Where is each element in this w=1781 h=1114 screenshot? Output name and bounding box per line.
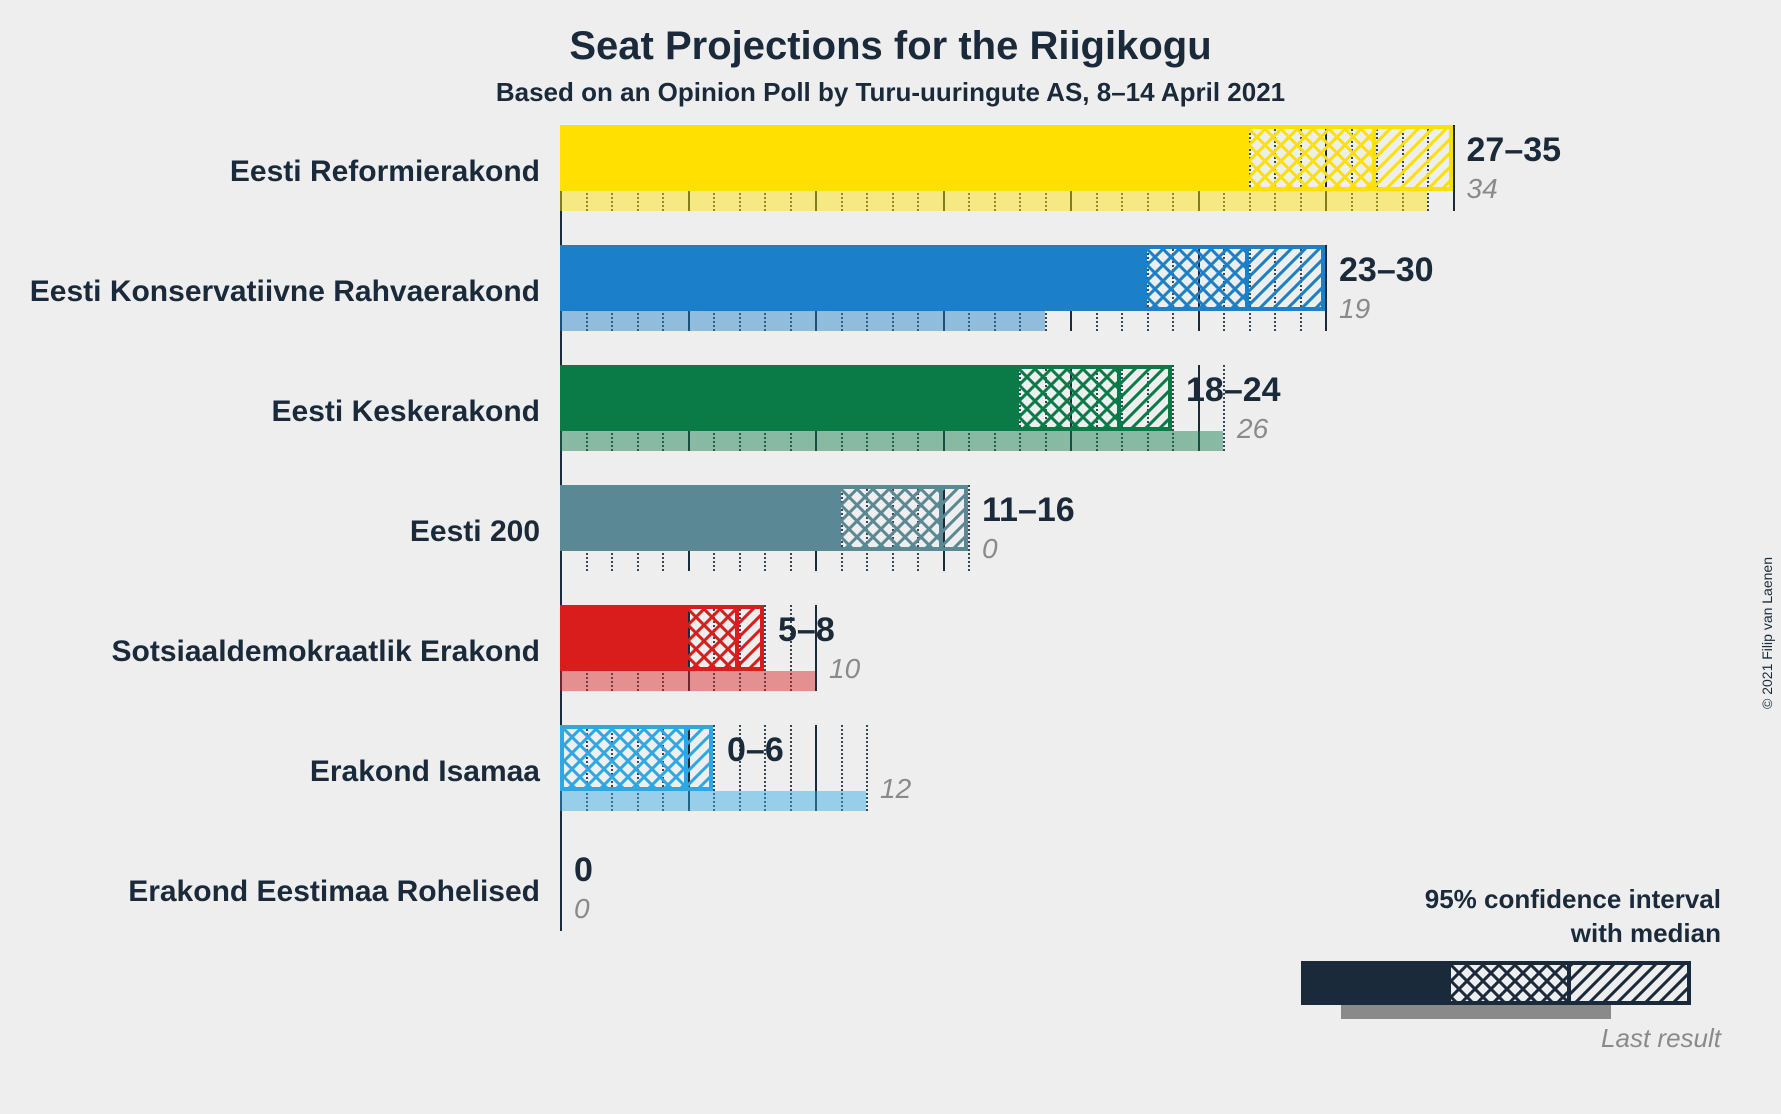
party-row: Eesti Konservatiivne Rahvaerakond23–3019 bbox=[560, 245, 1560, 365]
last-result-label: 12 bbox=[880, 773, 911, 805]
bar-diagonal-segment bbox=[943, 485, 969, 551]
party-row: Eesti Keskerakond18–2426 bbox=[560, 365, 1560, 485]
legend-diagonal-segment bbox=[1571, 961, 1691, 1005]
legend-last-result-label: Last result bbox=[1301, 1023, 1721, 1054]
bar-solid-segment bbox=[560, 125, 1249, 191]
range-value-label: 23–30 bbox=[1339, 251, 1434, 290]
last-result-label: 34 bbox=[1467, 173, 1498, 205]
bar-crosshatch-segment bbox=[1249, 125, 1377, 191]
legend-last-result-bar bbox=[1341, 1005, 1611, 1019]
bar-crosshatch-segment bbox=[560, 725, 688, 791]
grid-minor bbox=[866, 725, 868, 811]
bar-crosshatch-segment bbox=[688, 605, 739, 671]
last-result-label: 0 bbox=[574, 893, 590, 925]
bar-crosshatch-segment bbox=[841, 485, 943, 551]
range-value-label: 11–16 bbox=[982, 491, 1075, 530]
party-label: Sotsiaaldemokraatlik Erakond bbox=[112, 635, 541, 669]
chart-title: Seat Projections for the Riigikogu bbox=[0, 0, 1781, 69]
range-value-label: 5–8 bbox=[778, 611, 835, 650]
last-result-bar bbox=[560, 191, 1427, 211]
last-result-bar bbox=[560, 431, 1223, 451]
bar-solid-segment bbox=[560, 485, 841, 551]
bar-crosshatch-segment bbox=[1019, 365, 1121, 431]
legend: 95% confidence interval with median Last… bbox=[1301, 883, 1721, 1054]
bar-solid-segment bbox=[560, 245, 1147, 311]
last-result-label: 19 bbox=[1339, 293, 1370, 325]
party-label: Erakond Eestimaa Rohelised bbox=[128, 875, 540, 909]
bar-diagonal-segment bbox=[1249, 245, 1326, 311]
party-row: Erakond Isamaa0–612 bbox=[560, 725, 1560, 845]
bar-diagonal-segment bbox=[1376, 125, 1453, 191]
party-row: Eesti 20011–160 bbox=[560, 485, 1560, 605]
bar-diagonal-segment bbox=[688, 725, 714, 791]
party-row: Sotsiaaldemokraatlik Erakond5–810 bbox=[560, 605, 1560, 725]
chart-subtitle: Based on an Opinion Poll by Turu-uuringu… bbox=[0, 69, 1781, 108]
party-label: Eesti Keskerakond bbox=[272, 395, 540, 429]
party-label: Eesti 200 bbox=[410, 515, 540, 549]
last-result-bar bbox=[560, 791, 866, 811]
bar-solid-segment bbox=[560, 365, 1019, 431]
legend-bar bbox=[1301, 961, 1721, 1005]
last-result-bar bbox=[560, 671, 815, 691]
bar-diagonal-segment bbox=[739, 605, 765, 671]
bar-diagonal-segment bbox=[1121, 365, 1172, 431]
party-label: Eesti Konservatiivne Rahvaerakond bbox=[30, 275, 540, 309]
party-label: Eesti Reformierakond bbox=[230, 155, 540, 189]
grid-major bbox=[1325, 245, 1327, 331]
copyright-label: © 2021 Filip van Laenen bbox=[1759, 557, 1775, 709]
last-result-label: 0 bbox=[982, 533, 998, 565]
party-row: Eesti Reformierakond27–3534 bbox=[560, 125, 1560, 245]
legend-crosshatch-segment bbox=[1451, 961, 1571, 1005]
last-result-bar bbox=[560, 311, 1045, 331]
grid-minor bbox=[968, 485, 970, 571]
legend-solid-segment bbox=[1301, 961, 1451, 1005]
bar-solid-segment bbox=[560, 605, 688, 671]
last-result-label: 10 bbox=[829, 653, 860, 685]
range-value-label: 0–6 bbox=[727, 731, 784, 770]
last-result-label: 26 bbox=[1237, 413, 1268, 445]
party-label: Erakond Isamaa bbox=[310, 755, 540, 789]
range-value-label: 18–24 bbox=[1186, 371, 1281, 410]
range-value-label: 27–35 bbox=[1467, 131, 1562, 170]
legend-title: 95% confidence interval with median bbox=[1301, 883, 1721, 951]
grid-major bbox=[1453, 125, 1455, 211]
bar-crosshatch-segment bbox=[1147, 245, 1249, 311]
range-value-label: 0 bbox=[574, 851, 593, 890]
